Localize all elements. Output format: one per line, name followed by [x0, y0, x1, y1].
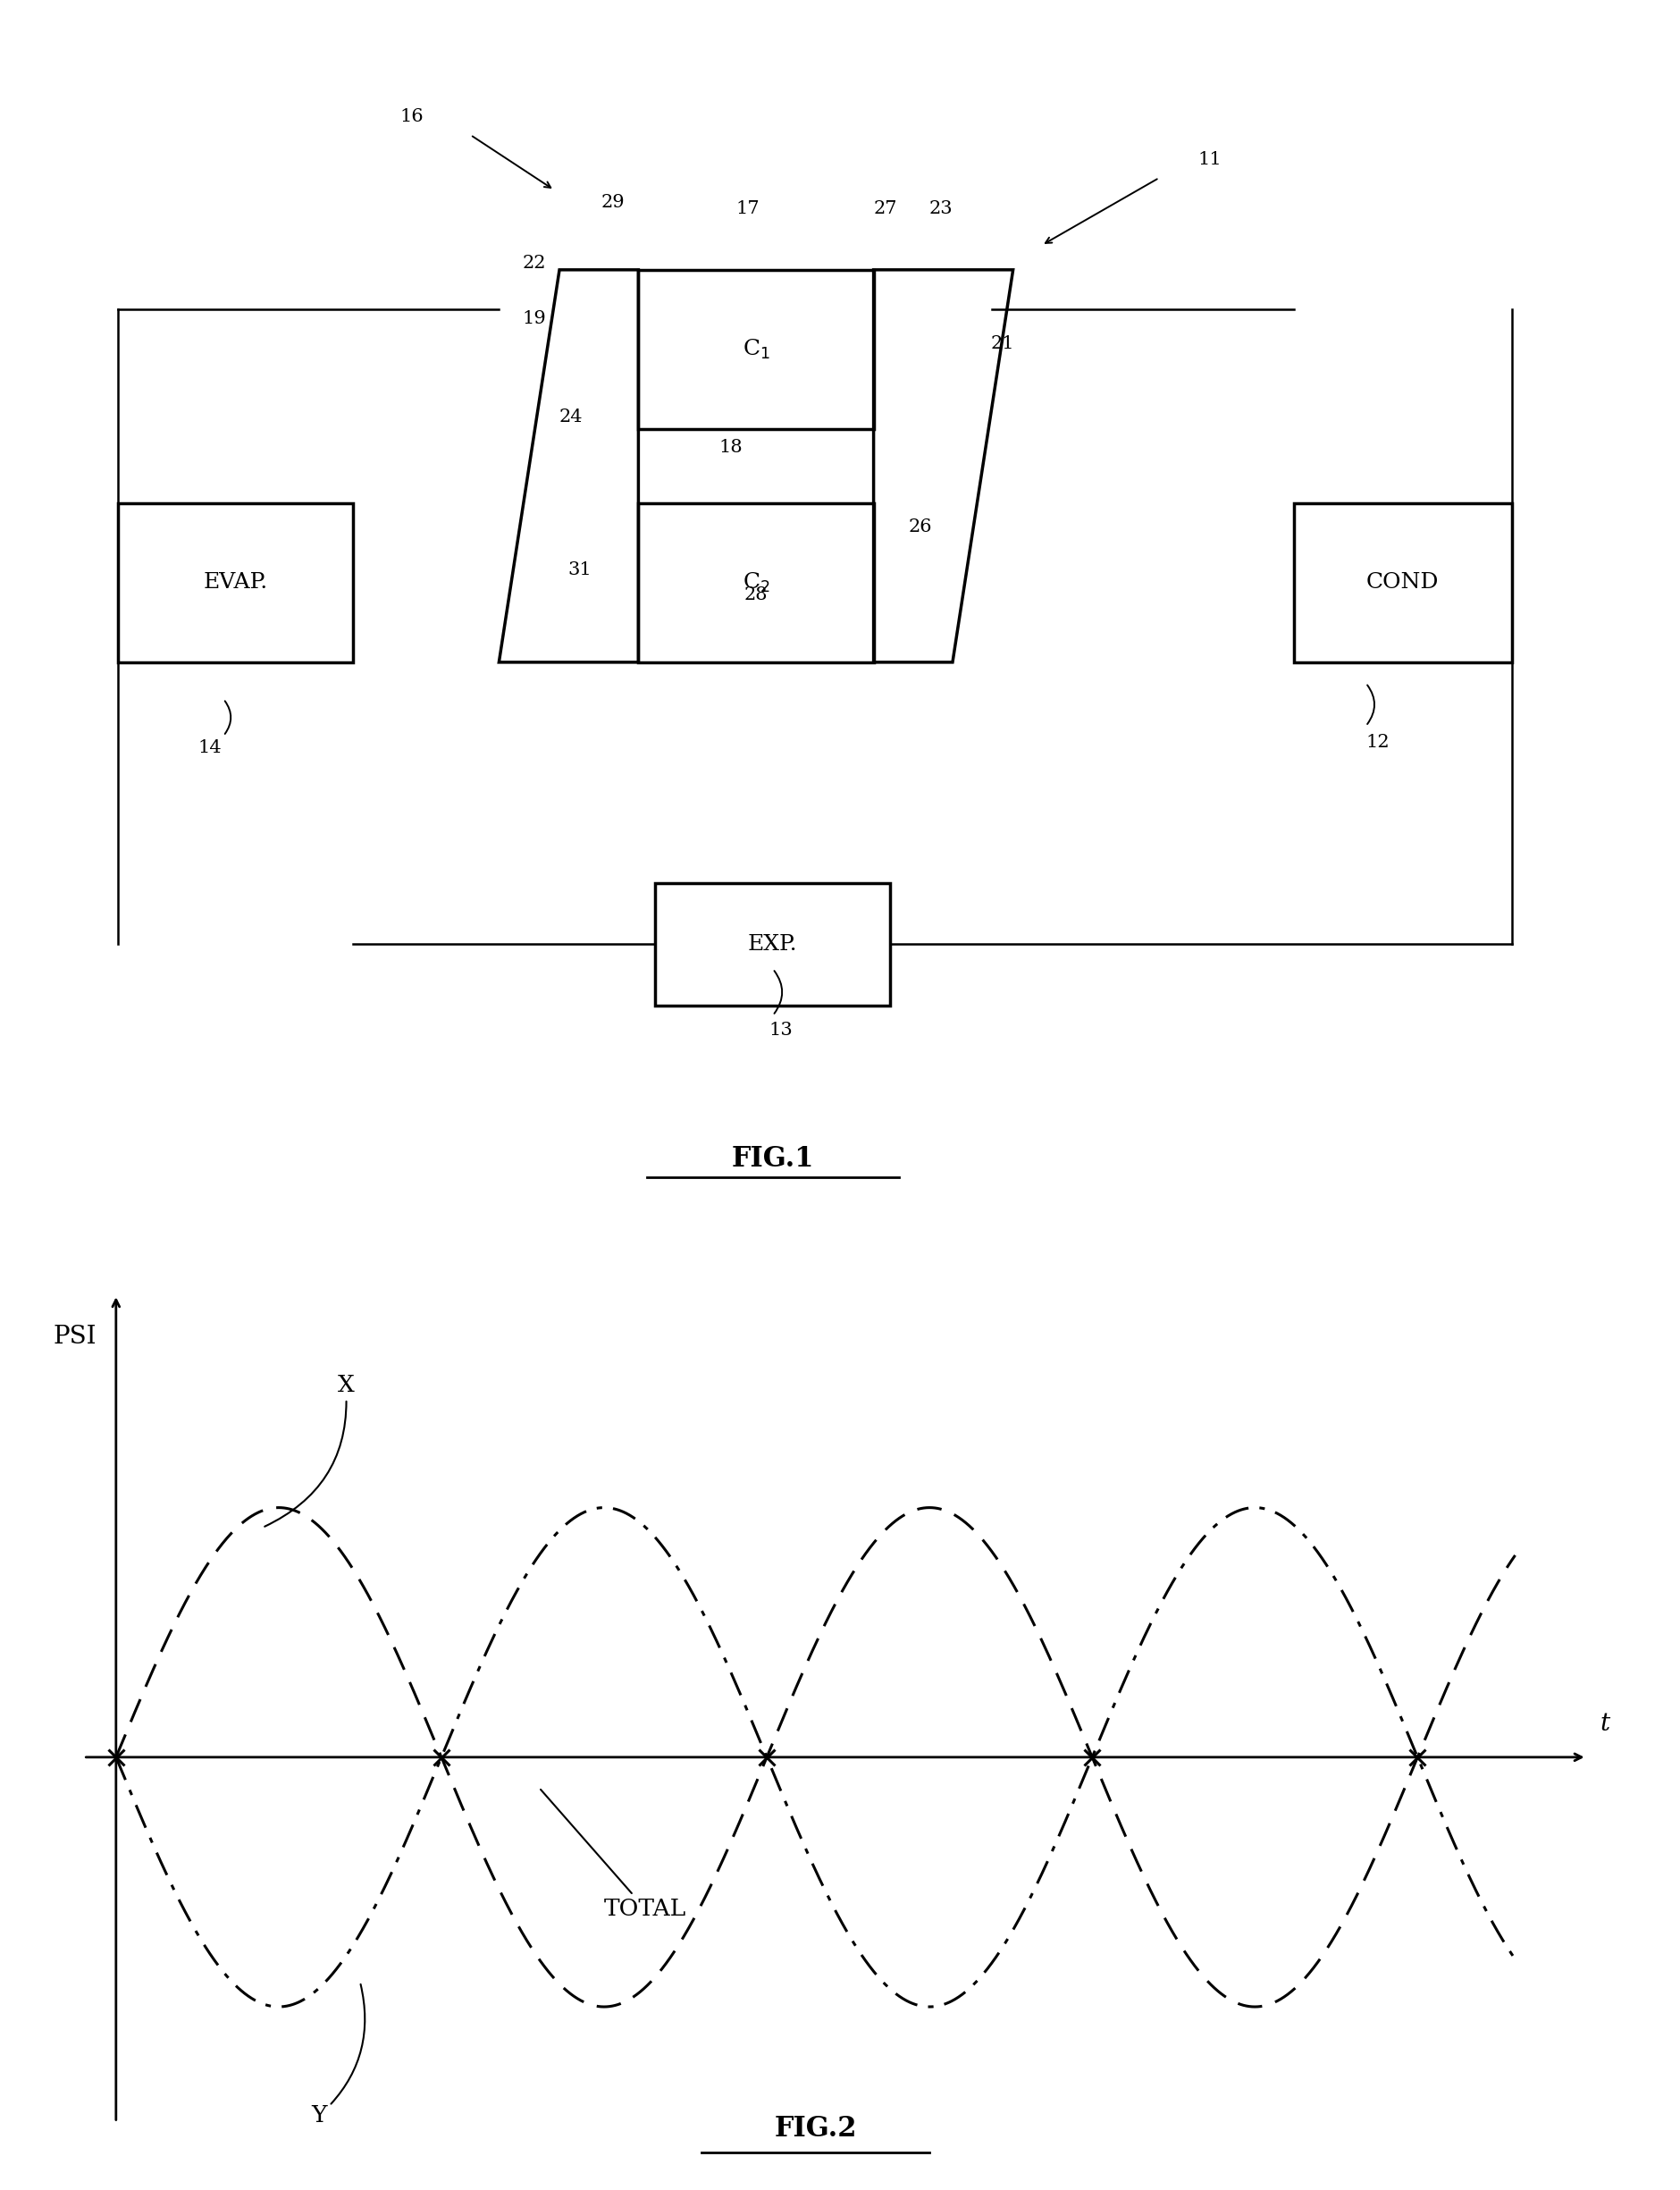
Text: 16: 16 [400, 107, 423, 125]
Text: 21: 21 [991, 335, 1015, 353]
Text: t: t [1599, 1713, 1609, 1737]
Text: 18: 18 [719, 440, 743, 456]
Bar [655, 883, 890, 1005]
Text: C$_2$: C$_2$ [743, 572, 769, 593]
Bar [638, 269, 874, 429]
Text: FIG.1: FIG.1 [731, 1145, 815, 1174]
Bar [118, 504, 353, 661]
Text: FIG.2: FIG.2 [774, 2116, 857, 2142]
Text: 26: 26 [909, 519, 932, 537]
Text: 14: 14 [198, 740, 222, 756]
Text: 27: 27 [874, 199, 897, 217]
Bar [638, 504, 874, 661]
Bar [1294, 504, 1512, 661]
Text: 23: 23 [929, 199, 953, 217]
Text: EXP.: EXP. [748, 935, 798, 955]
Text: 19: 19 [522, 311, 546, 326]
Text: X: X [265, 1373, 354, 1526]
Text: TOTAL: TOTAL [541, 1789, 687, 1921]
Text: 28: 28 [744, 587, 768, 602]
Text: 12: 12 [1366, 734, 1389, 751]
Text: 13: 13 [769, 1023, 793, 1038]
Text: COND: COND [1366, 572, 1440, 593]
Text: 11: 11 [1198, 151, 1221, 169]
Text: 17: 17 [736, 199, 759, 217]
Text: 29: 29 [601, 195, 625, 210]
Text: C$_1$: C$_1$ [743, 337, 769, 361]
Text: 31: 31 [568, 563, 591, 578]
Text: PSI: PSI [54, 1325, 96, 1349]
Text: EVAP.: EVAP. [203, 572, 267, 593]
Text: Y: Y [311, 1984, 365, 2126]
Text: 24: 24 [559, 410, 583, 425]
Text: 22: 22 [522, 256, 546, 272]
